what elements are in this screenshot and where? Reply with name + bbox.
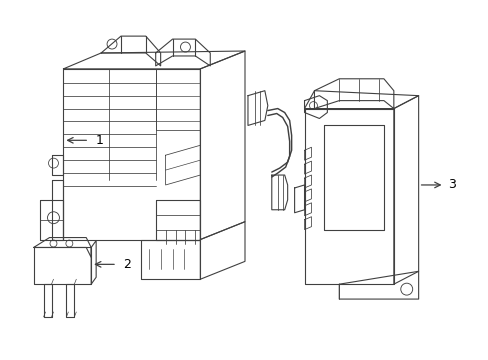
Text: 2: 2 <box>122 258 131 271</box>
Text: 1: 1 <box>96 134 104 147</box>
Text: 3: 3 <box>447 179 455 192</box>
